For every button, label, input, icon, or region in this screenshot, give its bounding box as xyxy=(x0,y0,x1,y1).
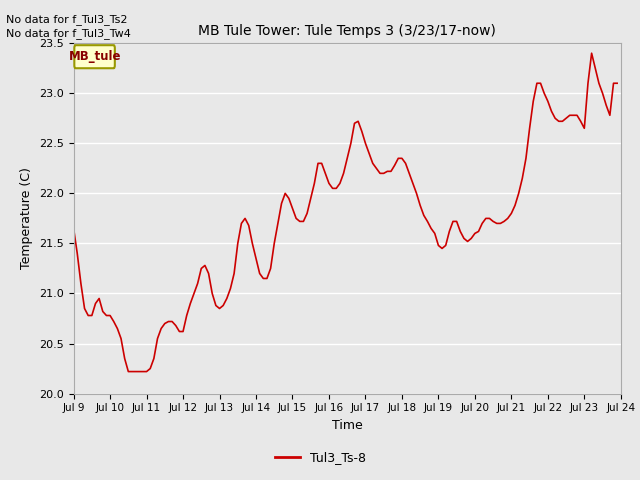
Legend: Tul3_Ts-8: Tul3_Ts-8 xyxy=(269,446,371,469)
X-axis label: Time: Time xyxy=(332,419,363,432)
Title: MB Tule Tower: Tule Temps 3 (3/23/17-now): MB Tule Tower: Tule Temps 3 (3/23/17-now… xyxy=(198,24,496,38)
Text: No data for f_Tul3_Tw4: No data for f_Tul3_Tw4 xyxy=(6,28,131,39)
Text: No data for f_Tul3_Ts2: No data for f_Tul3_Ts2 xyxy=(6,13,128,24)
FancyBboxPatch shape xyxy=(74,45,115,68)
Y-axis label: Temperature (C): Temperature (C) xyxy=(20,168,33,269)
Text: MB_tule: MB_tule xyxy=(68,50,121,63)
